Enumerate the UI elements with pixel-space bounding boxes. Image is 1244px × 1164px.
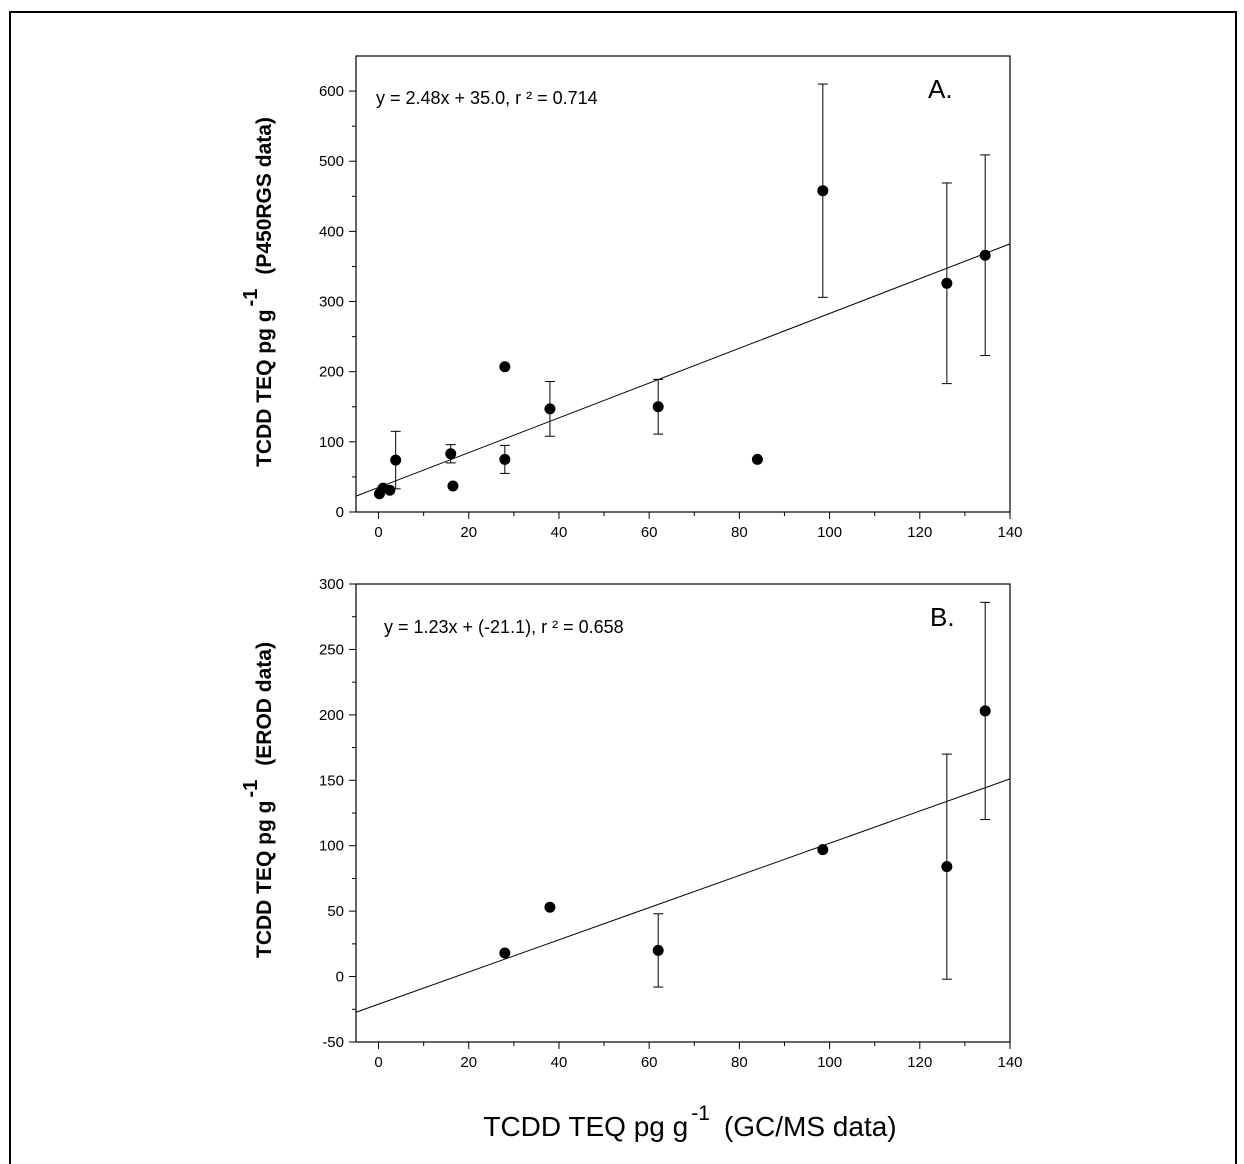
panel-b-y-tick-label: 200 [319,707,344,724]
panel-a-data-point [447,480,459,492]
panel-a-data-point [499,453,511,465]
panel-a-y-tick-label: 100 [319,434,344,451]
panel-a-ylabel: TCDD TEQ pg g -1 (P450RGS data) [240,117,276,467]
panel-a-ylabel-sup: -1 [240,289,262,307]
panel-a-y-tick-label: 200 [319,364,344,381]
panel-b-y-tick-label: 0 [336,969,344,986]
panel-b-data-point [941,861,953,873]
panel-b-y-tick-label: 100 [319,838,344,855]
panel-b-x-tick-label: 80 [731,1054,748,1071]
panel-a-y-tick-label: 0 [336,504,344,521]
panel-b-data-point [652,944,664,956]
panel-a-data-point [544,403,556,415]
panel-a: 0 20 40 60 80 100 120 140 0 100 200 300 400 500 600 y … [240,55,1023,541]
panel-b-y-tick-label: -50 [322,1034,344,1051]
panel-b-data-point [979,705,991,717]
panel-b-y-tick-label: 150 [319,772,344,789]
panel-b-x-tick-label: 40 [551,1054,568,1071]
panel-a-frame [355,55,1011,513]
panel-a-x-tick-label: 120 [907,524,932,541]
panel-a-data-point [979,249,991,261]
panel-a-x-tick-label: 60 [641,524,658,541]
panel-a-y-tick-label: 300 [319,294,344,311]
panel-a-data-point [652,401,664,413]
figure-border [9,11,1237,1164]
panel-a-data-point [445,448,457,460]
panel-b-y-tick-label: 50 [327,903,344,920]
panel-a-data-point [499,361,511,373]
panel-a-data-point [390,454,402,466]
panel-b-ylabel-main: TCDD TEQ pg g [253,801,276,958]
panel-a-data-point [751,453,763,465]
panel-a-data-point [817,185,829,197]
panel-b-ylabel-suffix: (EROD data) [253,642,276,766]
panel-a-y-tick-label: 600 [319,83,344,100]
panel-b-ylabel: TCDD TEQ pg g -1 (EROD data) [240,642,276,958]
panel-a-label: A. [928,74,953,104]
panel-a-data-point [384,484,396,496]
panel-a-x-tick-label: 100 [817,524,842,541]
panel-b-equation: y = 1.23x + (-21.1), r ² = 0.658 [384,617,624,637]
panel-b-xlabel-suffix: (GC/MS data) [724,1111,897,1142]
panel-b-content: 0 20 40 60 80 100 120 140 -50 0 50 100 150 200 250 300 [319,576,1023,1071]
panel-b-x-tick-label: 140 [997,1054,1022,1071]
panel-a-x-tick-label: 40 [551,524,568,541]
panel-b-x-tick-label: 20 [460,1054,477,1071]
panel-b-regression-line [355,778,1011,1013]
panel-a-regression-line [355,243,1011,497]
panel-a-x-tick-label: 80 [731,524,748,541]
panel-b: 0 20 40 60 80 100 120 140-50050100150200250300 … [240,576,1023,1142]
panel-b-x-tick-label: 100 [817,1054,842,1071]
panel-b-label: B. [930,602,955,632]
panel-a-content: 0 20 40 60 80 100 120 140 0 100 200 300 400 500 600 [319,83,1023,541]
panel-b-xlabel-main: TCDD TEQ pg g [483,1111,688,1142]
panel-a-equation: y = 2.48x + 35.0, r ² = 0.714 [376,88,598,108]
panel-a-x-tick-label: 20 [460,524,477,541]
panel-b-xlabel: TCDD TEQ pg g -1 (GC/MS data) [483,1102,896,1142]
panel-b-x-tick-label: 60 [641,1054,658,1071]
svg-text:TCDD TEQ pg g-1(P450RGS data): TCDD TEQ pg g -1 (P450RGS data) [240,117,276,467]
panel-b-x-tick-label: 120 [907,1054,932,1071]
panel-b-ylabel-sup: -1 [240,780,262,798]
panel-a-x-tick-label: 140 [997,524,1022,541]
panel-b-y-tick-label: 250 [319,641,344,658]
panel-b-xlabel-sup: -1 [691,1102,710,1125]
panel-a-y-tick-label: 400 [319,223,344,240]
panel-a-ylabel-suffix: (P450RGS data) [253,117,276,275]
panel-a-data-point [941,277,953,289]
panel-a-x-tick-label: 0 [374,524,382,541]
panel-b-data-point [544,901,556,913]
panel-b-x-tick-label: 0 [374,1054,382,1071]
panel-b-data-point [499,947,511,959]
panel-b-data-point [817,844,829,856]
panel-a-ylabel-main: TCDD TEQ pg g [253,309,276,466]
panel-b-y-tick-label: 300 [319,576,344,593]
panel-a-y-tick-label: 500 [319,153,344,170]
svg-text:TCDD TEQ pg g-1(EROD data): TCDD TEQ pg g -1 (EROD data) [240,642,276,958]
